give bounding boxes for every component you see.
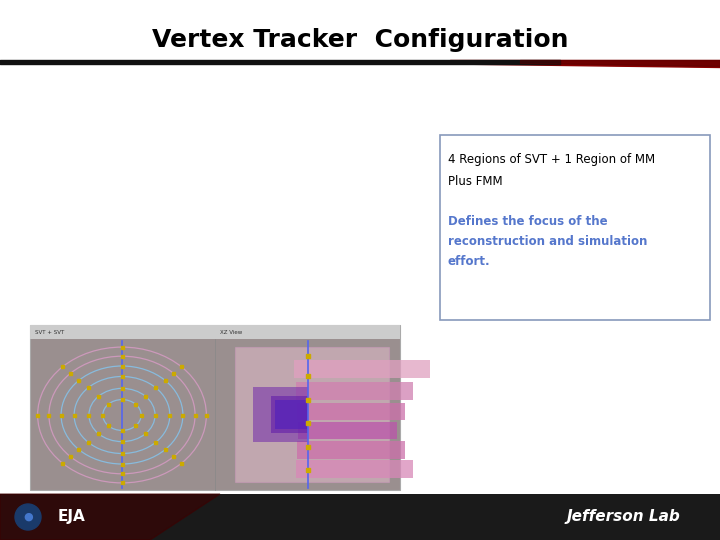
Bar xyxy=(253,387,307,442)
Bar xyxy=(297,441,405,458)
Bar xyxy=(305,374,310,379)
Bar xyxy=(172,455,175,458)
Bar xyxy=(78,448,81,451)
Bar xyxy=(180,366,183,368)
Text: Defines the focus of the
reconstruction and simulation
effort.: Defines the focus of the reconstruction … xyxy=(448,215,647,268)
Bar xyxy=(102,414,104,416)
Bar xyxy=(305,421,310,426)
Bar xyxy=(180,462,183,464)
Bar xyxy=(36,414,39,416)
Bar xyxy=(153,414,156,416)
Bar xyxy=(134,403,137,406)
Bar xyxy=(194,414,197,416)
Bar xyxy=(107,424,110,427)
Bar xyxy=(205,414,208,416)
Bar xyxy=(60,462,64,464)
Bar xyxy=(60,414,63,416)
Text: Vertex Tracker  Configuration: Vertex Tracker Configuration xyxy=(152,28,568,52)
Bar xyxy=(296,460,413,478)
Bar xyxy=(48,414,50,416)
Bar xyxy=(297,422,397,440)
Bar xyxy=(120,355,124,357)
Bar xyxy=(120,481,124,484)
Bar xyxy=(235,347,389,482)
Bar xyxy=(305,468,310,472)
Bar xyxy=(0,494,720,540)
Bar xyxy=(154,441,158,444)
Bar xyxy=(73,414,76,416)
Text: XZ View: XZ View xyxy=(220,329,242,334)
Bar xyxy=(120,398,124,401)
Text: 4 Regions of SVT + 1 Region of MM: 4 Regions of SVT + 1 Region of MM xyxy=(448,153,655,166)
Bar xyxy=(120,472,124,475)
Bar xyxy=(107,403,110,406)
Bar xyxy=(30,325,400,490)
Bar xyxy=(163,379,166,382)
Bar xyxy=(120,346,124,349)
Text: ●: ● xyxy=(23,512,33,522)
Bar xyxy=(86,441,90,444)
Bar xyxy=(144,395,147,397)
Bar xyxy=(305,354,310,357)
Circle shape xyxy=(15,504,41,530)
Bar xyxy=(172,372,175,375)
Bar xyxy=(120,429,124,432)
Bar xyxy=(120,364,124,368)
Bar xyxy=(78,379,81,382)
Bar xyxy=(97,433,100,435)
Bar xyxy=(297,403,405,420)
Bar xyxy=(120,452,124,455)
Bar xyxy=(144,433,147,435)
Text: Plus FMM: Plus FMM xyxy=(448,175,503,188)
Bar xyxy=(120,440,124,443)
Bar xyxy=(440,135,710,320)
Bar xyxy=(296,382,413,400)
Bar xyxy=(97,395,100,397)
Bar xyxy=(168,414,171,416)
Bar xyxy=(69,372,72,375)
Bar xyxy=(120,462,124,465)
Bar xyxy=(275,400,307,429)
Bar xyxy=(305,445,310,449)
Text: SVT + SVT: SVT + SVT xyxy=(35,329,64,334)
Bar xyxy=(271,396,307,433)
Bar xyxy=(87,414,91,416)
Bar xyxy=(294,360,430,378)
Bar xyxy=(69,455,72,458)
Polygon shape xyxy=(0,494,220,540)
Bar xyxy=(305,398,310,402)
Bar xyxy=(134,424,137,427)
Bar xyxy=(120,387,124,390)
Bar xyxy=(181,414,184,416)
Bar xyxy=(154,386,158,389)
Bar xyxy=(163,448,166,451)
Bar xyxy=(60,366,64,368)
Text: Jefferson Lab: Jefferson Lab xyxy=(566,510,680,524)
Text: EJA: EJA xyxy=(58,510,86,524)
Bar xyxy=(86,386,90,389)
Bar xyxy=(30,325,400,339)
Bar xyxy=(120,375,124,378)
Bar xyxy=(140,414,143,416)
